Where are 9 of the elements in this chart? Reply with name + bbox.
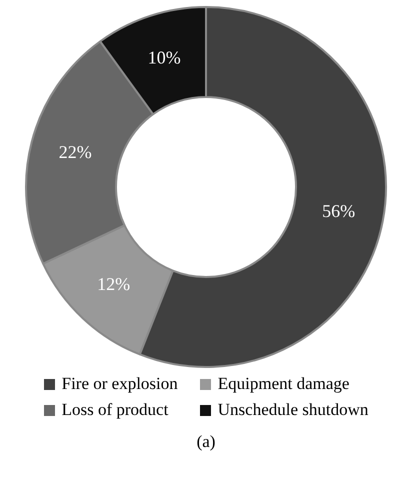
data-label: 12% — [97, 274, 130, 294]
data-label: 10% — [148, 47, 181, 68]
text: (a) — [196, 432, 216, 452]
legend-label: Equipment damage — [218, 374, 350, 394]
data-label: 22% — [58, 142, 92, 162]
legend-label: Fire or explosion — [62, 374, 178, 394]
legend-label: Unschedule shutdown — [218, 400, 368, 420]
legend-label: Loss of product — [62, 400, 168, 420]
data-label: 56% — [322, 201, 356, 222]
